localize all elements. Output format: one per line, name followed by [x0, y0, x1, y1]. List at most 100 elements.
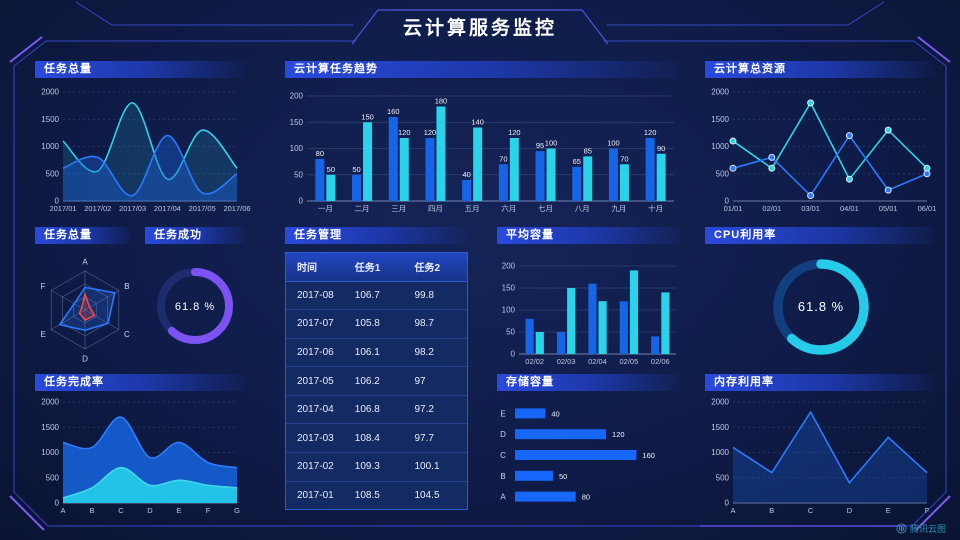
svg-text:2017/06: 2017/06 [223, 204, 250, 213]
svg-text:D: D [147, 506, 153, 515]
table-cell: 106.8 [354, 404, 380, 416]
svg-text:95: 95 [536, 141, 544, 150]
svg-text:三月: 三月 [391, 204, 406, 213]
storage-hbar-chart: E 40 D 120 C 160 B 50 A 80 [500, 408, 655, 502]
svg-text:500: 500 [716, 473, 730, 482]
table-row: 2017-02 109.3 100.1 [286, 452, 467, 482]
svg-text:E: E [886, 506, 891, 515]
svg-text:0: 0 [725, 197, 730, 206]
table-header-cell: 任务2 [414, 263, 441, 275]
svg-text:2017/01: 2017/01 [49, 204, 76, 213]
panel-header-tasks-total-top: 任务总量 [35, 61, 245, 78]
svg-text:1000: 1000 [711, 142, 729, 151]
svg-text:E: E [500, 409, 505, 418]
svg-text:A: A [500, 493, 506, 502]
completion-rate-area-chart: 0 500 1000 1500 2000 A B C D E F G [41, 398, 240, 516]
panel-header-task-success: 任务成功 [145, 227, 245, 244]
resources-line-chart: 0 500 1000 1500 2000 01/01 02/01 03/01 04/01 05/0… [711, 88, 936, 214]
svg-text:02/05: 02/05 [620, 357, 639, 366]
svg-text:500: 500 [46, 169, 60, 178]
task-success-donut-chart: 61.8 % [157, 268, 233, 344]
corner-accent-top-left [9, 36, 43, 63]
svg-text:1500: 1500 [41, 423, 59, 432]
svg-text:70: 70 [499, 154, 507, 163]
table-header-row: 时间 任务1 任务2 [286, 253, 467, 282]
svg-text:90: 90 [657, 144, 665, 153]
panel-title: 云计算任务趋势 [294, 63, 378, 75]
svg-text:120: 120 [508, 128, 521, 137]
panel-title: 存储容量 [506, 376, 554, 388]
svg-text:100: 100 [502, 306, 516, 315]
svg-text:A: A [82, 258, 88, 267]
svg-text:F: F [41, 282, 46, 291]
panel-title: 任务管理 [294, 229, 342, 241]
svg-text:160: 160 [387, 107, 400, 116]
panel-title: 任务成功 [154, 229, 202, 241]
svg-text:C: C [808, 506, 814, 515]
svg-text:50: 50 [327, 165, 335, 174]
panel-title: 云计算总资源 [714, 63, 786, 75]
table-row: 2017-07 105.8 98.7 [286, 310, 467, 339]
table-cell: 99.8 [414, 289, 434, 301]
table-cell: 98.2 [414, 346, 434, 358]
table-header-cell: 任务1 [354, 263, 381, 275]
svg-text:F: F [925, 506, 930, 515]
svg-text:1000: 1000 [41, 142, 59, 151]
panel-header-task-management: 任务管理 [285, 227, 468, 244]
svg-text:50: 50 [352, 165, 360, 174]
svg-text:1000: 1000 [41, 448, 59, 457]
svg-text:04/01: 04/01 [840, 204, 859, 213]
svg-text:十月: 十月 [648, 203, 663, 213]
svg-text:F: F [206, 506, 211, 515]
svg-text:B: B [124, 282, 129, 291]
svg-text:G: G [234, 506, 240, 515]
panel-title: 任务总量 [44, 229, 92, 241]
svg-text:2017/04: 2017/04 [154, 204, 181, 213]
svg-text:D: D [500, 430, 506, 439]
svg-text:50: 50 [294, 170, 303, 179]
panel-header-storage: 存储容量 [497, 374, 680, 391]
svg-text:六月: 六月 [501, 203, 516, 213]
svg-text:200: 200 [502, 262, 516, 271]
svg-text:100: 100 [607, 139, 620, 148]
panel-header-tasks-radar: 任务总量 [35, 227, 131, 244]
svg-text:B: B [500, 472, 505, 481]
table-cell: 108.4 [354, 432, 380, 444]
table-cell: 108.5 [354, 489, 380, 501]
panel-title: 内存利用率 [714, 376, 774, 388]
svg-text:02/01: 02/01 [762, 204, 781, 213]
svg-text:D: D [847, 506, 853, 515]
svg-text:2017/05: 2017/05 [189, 204, 216, 213]
svg-text:120: 120 [398, 128, 411, 137]
table-cell: 2017-01 [297, 489, 334, 501]
table-cell: 98.7 [414, 318, 434, 330]
svg-text:40: 40 [551, 409, 559, 418]
corner-accent-bottom-right [915, 495, 951, 531]
panel-title: 任务完成率 [44, 376, 104, 388]
svg-text:120: 120 [644, 128, 657, 137]
panel-header-memory-usage: 内存利用率 [705, 374, 935, 391]
table-cell: 97 [414, 375, 426, 387]
svg-text:02/02: 02/02 [525, 357, 544, 366]
table-cell: 2017-07 [297, 318, 334, 330]
table-cell: 106.2 [354, 375, 380, 387]
svg-text:500: 500 [46, 473, 60, 482]
svg-text:2000: 2000 [711, 88, 729, 97]
table-cell: 2017-05 [297, 375, 334, 387]
svg-text:02/04: 02/04 [588, 357, 607, 366]
table-cell: 2017-03 [297, 432, 334, 444]
svg-text:C: C [124, 330, 130, 339]
svg-text:E: E [176, 506, 181, 515]
svg-text:2017/02: 2017/02 [84, 204, 111, 213]
panel-header-task-trend: 云计算任务趋势 [285, 61, 678, 78]
svg-text:100: 100 [290, 144, 304, 153]
svg-text:100: 100 [545, 139, 558, 148]
panel-header-cpu-usage: CPU利用率 [705, 227, 935, 244]
table-row: 2017-05 106.2 97 [286, 367, 467, 396]
svg-text:2000: 2000 [711, 398, 729, 407]
svg-text:61.8 %: 61.8 % [798, 299, 844, 314]
svg-text:0: 0 [725, 499, 730, 508]
corner-accent-bottom-left [9, 495, 45, 531]
svg-text:1500: 1500 [711, 115, 729, 124]
